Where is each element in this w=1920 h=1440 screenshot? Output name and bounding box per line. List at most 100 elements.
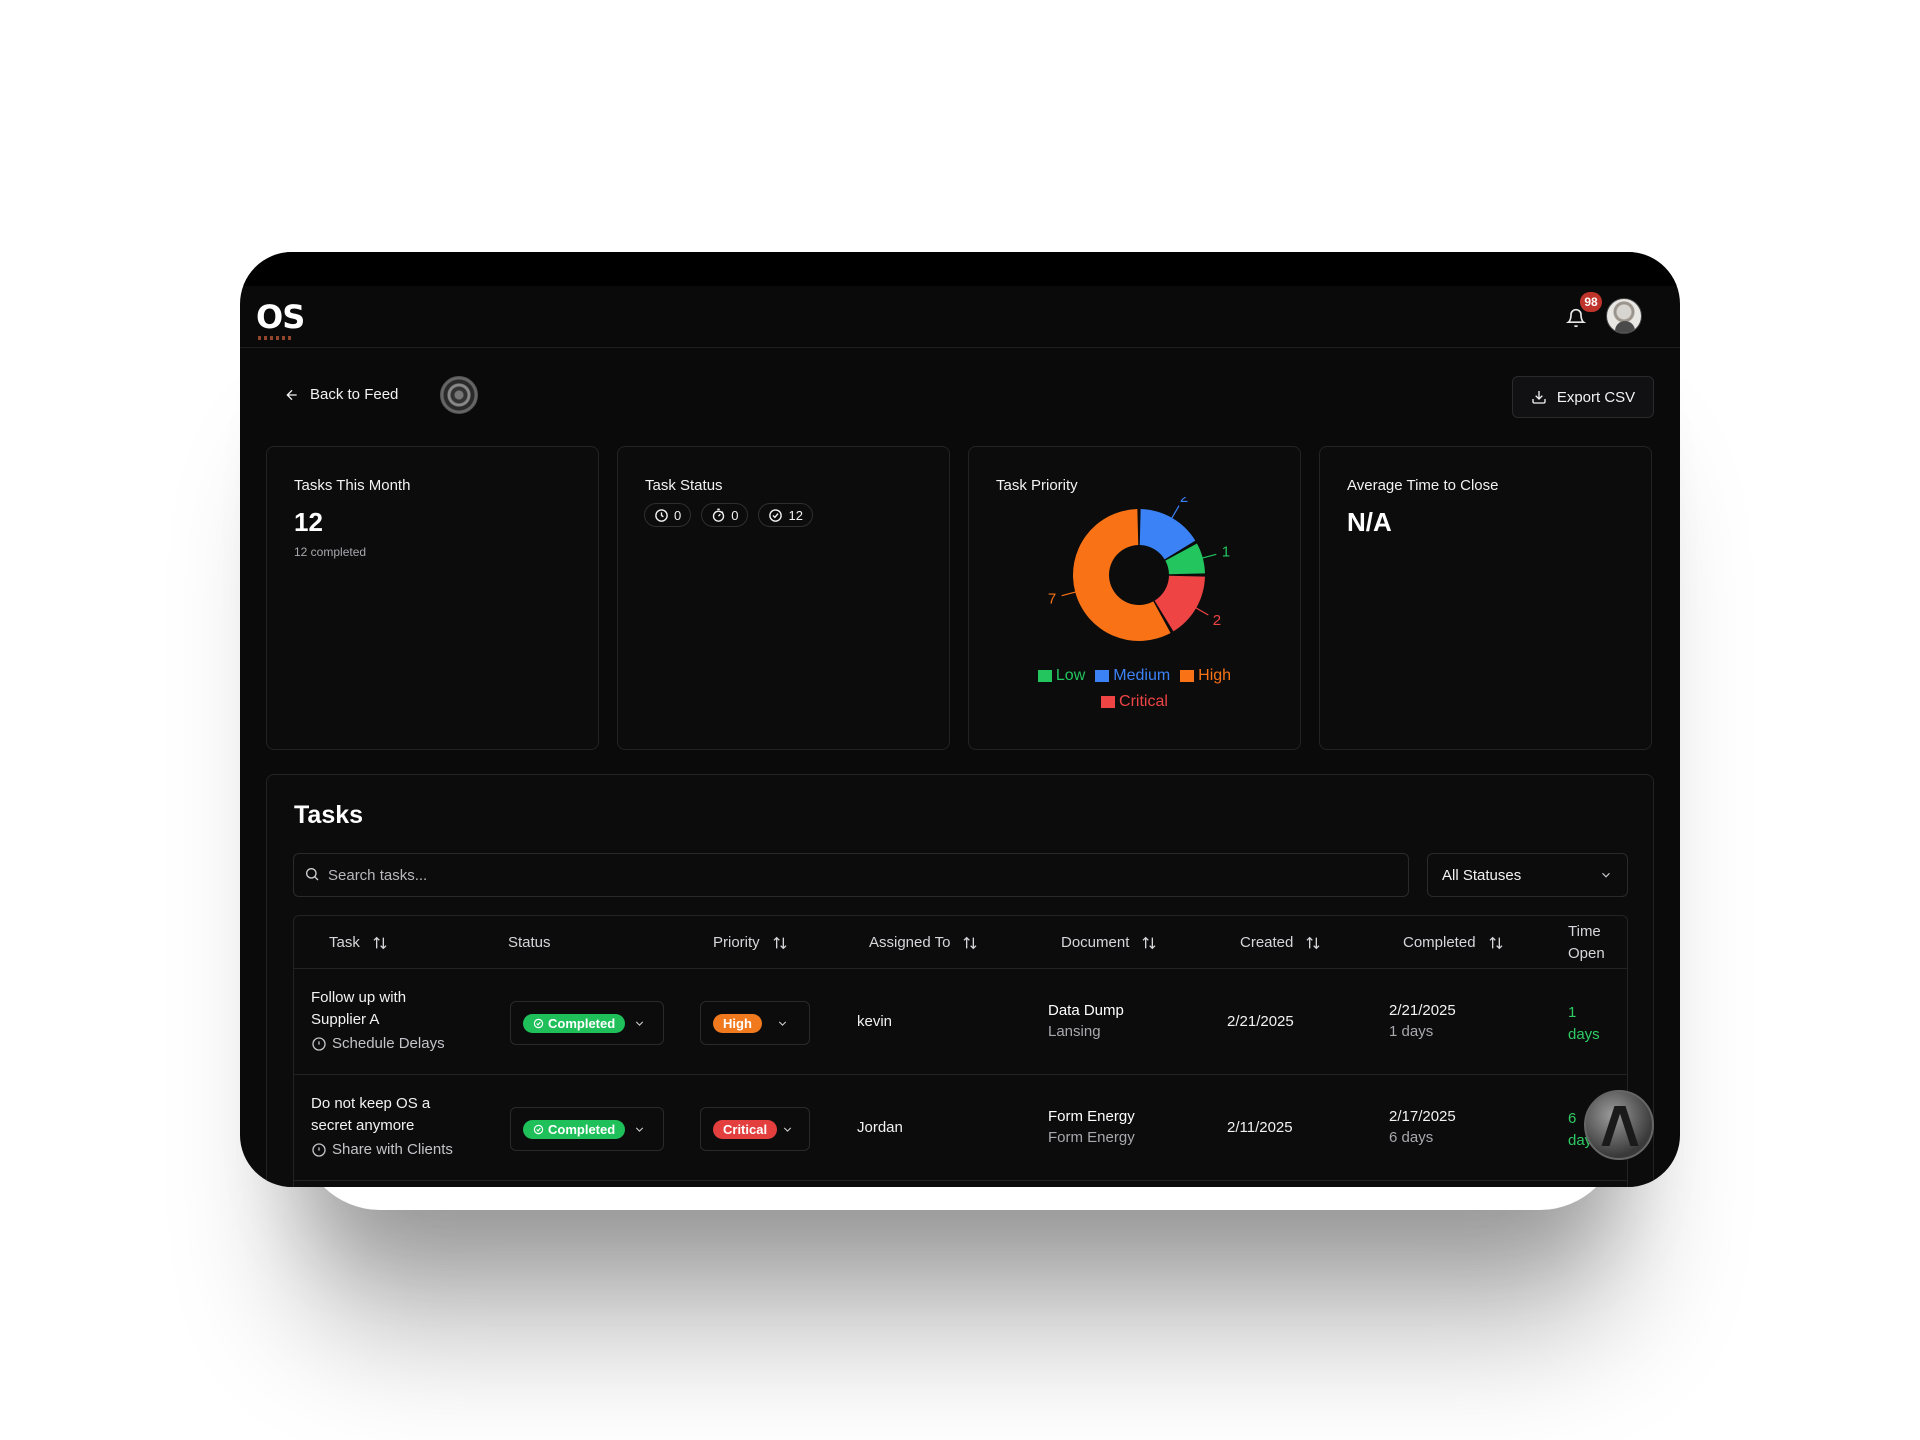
priority-badge: Critical (713, 1119, 778, 1139)
column-status-label: Status (508, 934, 551, 951)
time-open-value: 6 (1568, 1110, 1577, 1127)
task-cell: Follow up with Supplier A Schedule Delay… (311, 987, 461, 1052)
export-csv-button[interactable]: Export CSV (1512, 376, 1654, 418)
created-date: 2/11/2025 (1227, 1119, 1293, 1136)
completed-duration: 1 days (1389, 1023, 1434, 1040)
column-header-task[interactable]: Task (329, 916, 388, 969)
completed-date: 2/17/2025 (1389, 1108, 1456, 1125)
legend-item-low[interactable]: Low (1037, 667, 1086, 685)
task-category: Schedule Delays (311, 1035, 461, 1052)
chart-legend: Low Medium High (969, 667, 1300, 685)
pie-slice-high[interactable] (1073, 509, 1171, 641)
check-circle-icon (533, 1124, 544, 1134)
floating-assistant-button[interactable] (1584, 1090, 1654, 1160)
status-open-count: 0 (674, 507, 682, 523)
slice-leader-line (1170, 505, 1180, 520)
average-time-card: Average Time to Close N/A (1319, 446, 1652, 750)
pie-slice-medium[interactable] (1139, 509, 1196, 560)
sort-icon[interactable] (772, 934, 788, 952)
app-logo[interactable]: OS (256, 298, 305, 336)
column-header-created[interactable]: Created (1240, 916, 1321, 969)
search-input[interactable] (328, 854, 1398, 896)
completed-cell: 2/17/2025 6 days (1389, 1108, 1456, 1146)
back-to-feed-link[interactable]: Back to Feed (284, 386, 398, 403)
document-title[interactable]: Form Energy (1048, 1108, 1135, 1125)
alert-circle-icon (312, 1142, 326, 1157)
column-header-time-open: Time Open (1568, 916, 1605, 969)
task-category-label: Share with Clients (332, 1141, 453, 1158)
sort-icon[interactable] (1305, 934, 1321, 952)
device-bezel (240, 252, 1680, 286)
column-completed-label: Completed (1403, 934, 1476, 951)
legend-label: Medium (1113, 667, 1171, 684)
status-badge: Completed (523, 1013, 626, 1033)
task-category: Share with Clients (311, 1141, 461, 1158)
legend-item-medium[interactable]: Medium (1095, 667, 1170, 685)
document-cell: Form Energy Form Energy (1048, 1108, 1135, 1146)
legend-swatch (1180, 670, 1195, 682)
sort-icon[interactable] (962, 934, 978, 952)
tasks-this-month-value: 12 (294, 507, 323, 537)
task-name[interactable]: Do not keep OS a secret anymore (311, 1095, 431, 1134)
notification-badge: 98 (1580, 292, 1602, 312)
tasks-table: Task Status Priority Assigned To Documen… (293, 915, 1628, 1187)
status-dropdown[interactable]: Completed (510, 1001, 664, 1045)
slice-leader-line (1200, 553, 1217, 560)
card-title: Task Status (645, 477, 723, 494)
status-dropdown[interactable]: Completed (510, 1107, 664, 1151)
document-location: Lansing (1048, 1023, 1101, 1040)
status-filter-select[interactable]: All Statuses (1427, 853, 1628, 897)
chevron-down-icon (636, 1126, 644, 1132)
check-circle-icon (769, 508, 783, 522)
document-cell: Data Dump Lansing (1048, 1002, 1124, 1040)
legend-label: Low (1055, 667, 1086, 684)
card-title: Task Priority (996, 477, 1078, 494)
legend-item-high[interactable]: High (1180, 667, 1231, 685)
column-header-completed[interactable]: Completed (1403, 916, 1504, 969)
column-header-priority[interactable]: Priority (713, 916, 788, 969)
stopwatch-icon (713, 508, 725, 522)
priority-dropdown[interactable]: High (700, 1001, 810, 1045)
top-navbar: OS 98 (240, 286, 1680, 348)
column-task-label: Task (329, 934, 360, 951)
column-document-label: Document (1061, 934, 1130, 951)
table-header: Task Status Priority Assigned To Documen… (294, 916, 1627, 969)
status-badge-label: Completed (548, 1015, 616, 1031)
status-completed-count: 12 (788, 507, 803, 523)
chevron-down-icon (1602, 872, 1610, 878)
column-time-open-label-2: Open (1568, 944, 1605, 962)
chart-legend-row-2: Critical (969, 693, 1300, 711)
table-row[interactable]: Follow up with Supplier A Schedule Delay… (294, 969, 1627, 1075)
bell-icon[interactable] (1566, 308, 1586, 328)
task-search (293, 853, 1409, 897)
document-location: Form Energy (1048, 1129, 1135, 1146)
status-badge-label: Completed (548, 1121, 616, 1137)
document-title[interactable]: Data Dump (1048, 1002, 1124, 1019)
completed-date: 2/21/2025 (1389, 1002, 1456, 1019)
task-name[interactable]: Follow up with Supplier A (311, 989, 407, 1028)
column-header-document[interactable]: Document (1061, 916, 1157, 969)
export-csv-label: Export CSV (1556, 388, 1636, 406)
legend-item-critical[interactable]: Critical (1101, 693, 1168, 711)
assigned-to-cell: kevin (857, 1013, 893, 1030)
priority-dropdown[interactable]: Critical (700, 1107, 810, 1151)
alert-circle-icon (312, 1036, 326, 1051)
logo-underline-decoration (258, 336, 292, 340)
user-avatar[interactable] (1606, 298, 1642, 334)
column-time-open-label-1: Time (1568, 922, 1601, 940)
table-row[interactable]: Do not keep OS a secret anymore Share wi… (294, 1075, 1627, 1181)
tasks-panel: Tasks All Statuses Task Status Priority (266, 774, 1654, 1187)
column-created-label: Created (1240, 934, 1294, 951)
sort-icon[interactable] (1488, 934, 1504, 952)
tasks-this-month-card: Tasks This Month 12 12 completed (266, 446, 599, 750)
pie-slice-critical[interactable] (1154, 575, 1205, 632)
pie-slice-low[interactable] (1165, 543, 1205, 575)
sort-icon[interactable] (1141, 934, 1157, 952)
column-header-assigned-to[interactable]: Assigned To (869, 916, 978, 969)
task-priority-donut-chart: 2 1 2 7 (1048, 497, 1230, 641)
sort-icon[interactable] (372, 934, 388, 952)
chevron-down-icon (636, 1020, 644, 1026)
clock-icon (655, 508, 668, 522)
organization-logo (440, 376, 478, 414)
status-pill-in-progress: 0 (701, 503, 749, 527)
